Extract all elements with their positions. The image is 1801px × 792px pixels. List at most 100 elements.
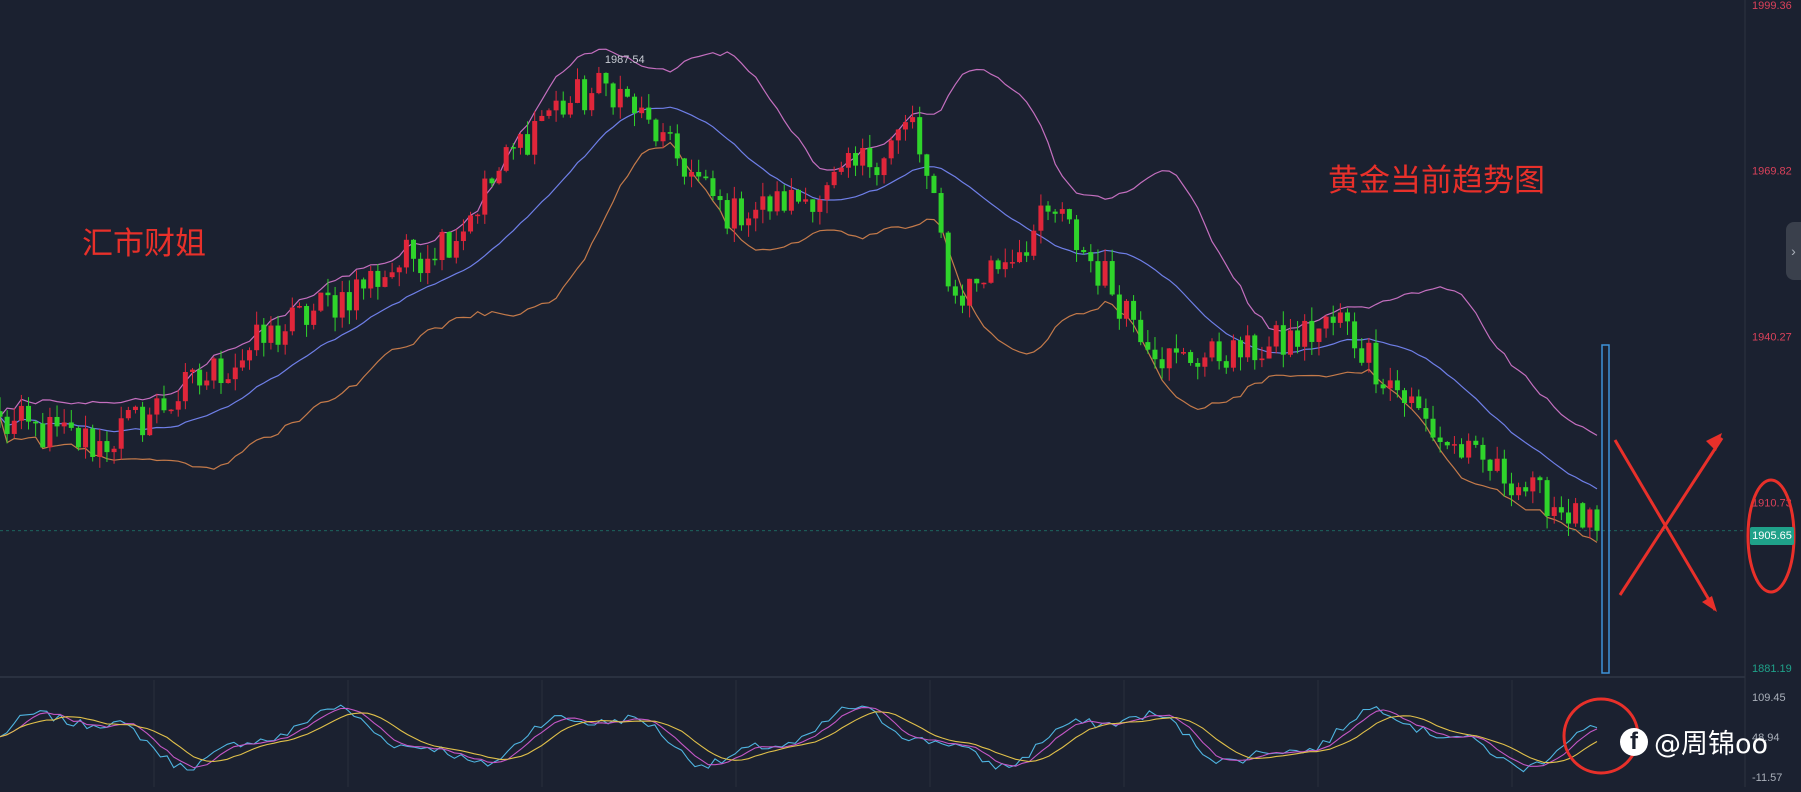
- candle-body: [197, 369, 203, 386]
- candle-body: [567, 102, 573, 115]
- candle-body: [403, 239, 409, 268]
- candle-body: [881, 158, 887, 176]
- candle-body: [1473, 440, 1479, 445]
- candle-body: [838, 167, 844, 172]
- candle-body: [1280, 325, 1286, 355]
- candle-body: [1516, 487, 1522, 496]
- candle-body: [496, 170, 502, 184]
- candle-body: [1152, 349, 1158, 360]
- candle-body: [1166, 348, 1172, 369]
- candle-body: [325, 292, 331, 296]
- candle-body: [168, 409, 174, 412]
- candle-body: [1594, 509, 1600, 531]
- candle-body: [361, 279, 367, 289]
- candle-body: [674, 133, 680, 159]
- candle-body: [26, 405, 32, 422]
- candle-body: [389, 272, 395, 278]
- candle-body: [268, 325, 274, 343]
- candle-body: [1416, 396, 1422, 409]
- candle-body: [1102, 261, 1108, 286]
- candle-body: [1537, 477, 1543, 481]
- candle-body: [1145, 342, 1151, 350]
- candle-body: [774, 191, 780, 212]
- candle-body: [760, 196, 766, 210]
- candle-body: [40, 423, 46, 448]
- candle-body: [132, 406, 138, 411]
- candle-body: [1451, 444, 1457, 446]
- candle-body: [525, 134, 531, 155]
- candle-body: [1558, 507, 1564, 513]
- candle-body: [660, 132, 666, 142]
- candle-body: [339, 292, 345, 318]
- candle-body: [418, 258, 424, 274]
- candle-body: [781, 191, 787, 211]
- candle-body: [1223, 361, 1229, 368]
- candle-body: [261, 324, 267, 343]
- candle-body: [1245, 335, 1251, 358]
- candle-body: [1081, 250, 1087, 253]
- price-tick-label: 1969.82: [1752, 166, 1792, 178]
- candle-body: [510, 147, 516, 149]
- candle-body: [1009, 262, 1015, 264]
- candle-body: [681, 158, 687, 177]
- candle-body: [375, 270, 381, 287]
- candle-body: [874, 167, 880, 176]
- candle-body: [1002, 262, 1008, 270]
- candle-body: [938, 193, 944, 233]
- candle-body: [1380, 384, 1386, 389]
- candle-body: [204, 380, 210, 386]
- candle-body: [967, 278, 973, 306]
- candle-body: [888, 140, 894, 159]
- candle-body: [1195, 362, 1201, 367]
- candle-body: [582, 79, 588, 111]
- candle-body: [1238, 340, 1244, 358]
- candle-body: [161, 398, 167, 411]
- candle-body: [738, 198, 744, 226]
- candle-body: [610, 83, 616, 108]
- candle-body: [931, 175, 937, 194]
- candle-body: [696, 171, 702, 177]
- candle-body: [1216, 341, 1222, 362]
- candle-body: [1551, 507, 1557, 516]
- candle-body: [824, 185, 830, 200]
- candle-body: [1344, 312, 1350, 322]
- candle-body: [1173, 348, 1179, 353]
- candle-body: [703, 176, 709, 179]
- bollinger-lower-line: [0, 141, 1598, 543]
- candle-body: [553, 100, 559, 111]
- oscillator-series-line: [0, 711, 1598, 764]
- candle-body: [225, 379, 231, 384]
- candle-body: [667, 132, 673, 134]
- candle-body: [1159, 359, 1165, 369]
- candle-body: [1088, 252, 1094, 262]
- candle-body: [1302, 320, 1308, 347]
- candle-body: [175, 401, 181, 410]
- candle-body: [439, 232, 445, 261]
- candle-body: [453, 241, 459, 258]
- candle-body: [810, 199, 816, 212]
- candle-body: [796, 189, 801, 202]
- candle-body: [632, 96, 638, 114]
- candle-body: [917, 117, 923, 155]
- collapse-panel-chevron-icon[interactable]: ›: [1786, 222, 1801, 280]
- candle-body: [1530, 477, 1536, 492]
- candle-body: [432, 258, 438, 261]
- candle-body: [211, 358, 217, 381]
- watermark-handle: @周锦oo: [1654, 729, 1769, 760]
- candle-body: [18, 405, 24, 421]
- candle-body: [1501, 458, 1507, 484]
- candle-body: [318, 292, 324, 311]
- candle-body: [1252, 335, 1258, 361]
- price-tick-label: 1881.19: [1752, 663, 1792, 675]
- candle-body: [1188, 352, 1194, 363]
- right-annotation: 黄金当前趋势图: [1328, 163, 1545, 199]
- candle-body: [154, 398, 160, 415]
- candle-body: [83, 428, 89, 448]
- candle-body: [788, 189, 794, 211]
- oscillator-series-line: [0, 704, 1598, 773]
- candle-body: [753, 209, 759, 219]
- candle-body: [4, 416, 10, 434]
- candle-body: [1494, 458, 1500, 471]
- candle-body: [1466, 440, 1472, 458]
- candle-body: [1430, 418, 1436, 438]
